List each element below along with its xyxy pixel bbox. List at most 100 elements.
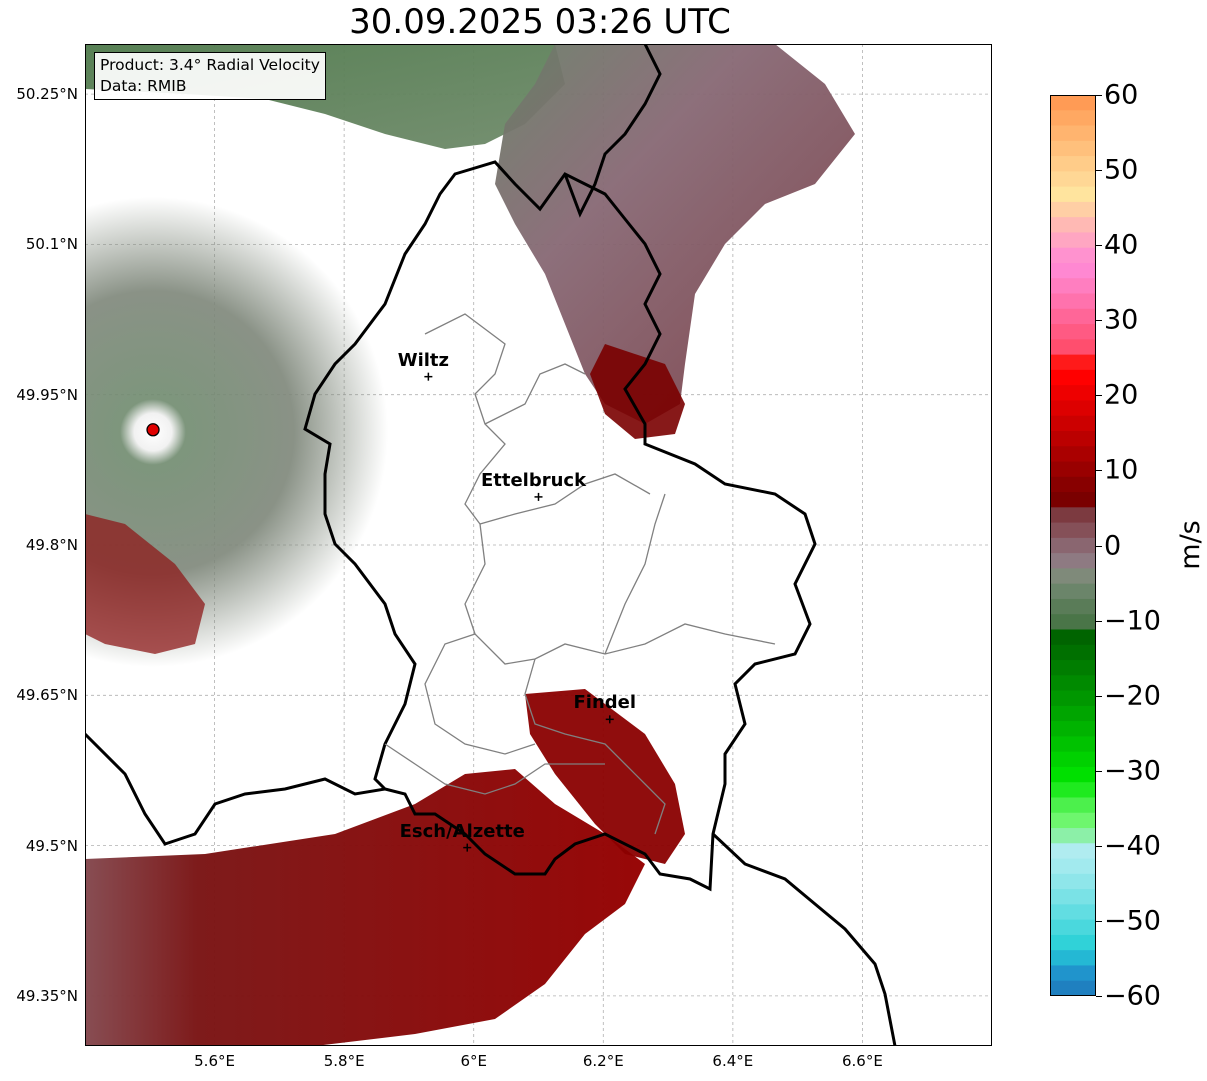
colorbar-segment [1050,797,1096,814]
colorbar-segment [1050,354,1096,371]
colorbar-segment [1050,308,1096,325]
colorbar-tick-mark [1096,320,1102,322]
colorbar-segment [1050,980,1096,996]
colorbar-segment [1050,507,1096,524]
lon-label: 6.2°E [582,1052,624,1070]
city-label: Wiltz [397,349,449,371]
colorbar-segment [1050,110,1096,127]
colorbar-tick-label: −60 [1104,980,1161,1012]
colorbar-segment [1050,95,1096,111]
colorbar-segment [1050,934,1096,951]
city-marker [534,492,543,501]
colorbar-segment [1050,415,1096,432]
colorbar-segment [1050,247,1096,264]
colorbar-tick-label: 0 [1104,530,1122,561]
colorbar-tick-label: 60 [1104,79,1139,111]
colorbar-segment [1050,598,1096,615]
colorbar-segment [1050,156,1096,172]
colorbar-segment [1050,201,1096,218]
colorbar-segment [1050,293,1096,310]
colorbar-tick-label: 50 [1104,154,1139,186]
colorbar-segment [1050,385,1096,402]
colorbar-segment [1050,766,1096,783]
colorbar-segment [1050,644,1096,661]
colorbar-segment [1050,705,1096,722]
city-marker [463,843,472,852]
colorbar-tick-label: 10 [1104,454,1139,486]
data-source-label: Data: RMIB [100,77,187,95]
lat-label: 49.35°N [16,986,78,1005]
colorbar-segment [1050,950,1096,967]
colorbar-segment [1050,812,1096,829]
colorbar-segment [1050,675,1096,692]
colorbar-segment [1050,339,1096,356]
city-label: Ettelbruck [480,469,587,491]
echo-radar-clutter [85,197,388,667]
colorbar-segment [1050,278,1096,295]
colorbar-segment [1050,568,1096,585]
colorbar-segment [1050,904,1096,921]
colorbar-tick-label: 30 [1104,304,1139,336]
radar-site-marker [146,423,160,437]
radar-map[interactable] [85,44,992,1046]
colorbar-segment [1050,171,1096,188]
lon-label: 5.8°E [323,1052,365,1070]
colorbar-tick-mark [1096,845,1102,847]
colorbar-tick-mark [1096,470,1102,472]
colorbar-tick-mark [1096,95,1102,96]
colorbar-segment [1050,843,1096,860]
colorbar-tick-label: −30 [1104,755,1161,787]
colorbar-segment [1050,736,1096,753]
colorbar-tick-label: −50 [1104,905,1161,937]
fr-be-border [85,732,386,846]
colorbar-segment [1050,522,1096,539]
colorbar-segment [1050,782,1096,799]
colorbar-tick-mark [1096,920,1102,922]
colorbar-segment [1050,262,1096,279]
colorbar-tick-mark [1096,395,1102,397]
colorbar-segment [1050,721,1096,737]
city-marker [424,372,433,381]
colorbar-tick-mark [1096,545,1102,547]
lat-label: 49.65°N [16,686,78,705]
colorbar-segment [1050,232,1096,249]
colorbar [1050,95,1096,996]
radar-map-canvas [85,44,992,1046]
colorbar-segment [1050,919,1096,936]
city-markers [424,372,614,852]
city-label: Findel [573,692,637,714]
colorbar-segment [1050,873,1096,890]
colorbar-tick-label: −40 [1104,830,1161,862]
echo-west-red [85,514,205,654]
city-label: Esch/Alzette [399,820,525,842]
colorbar-segment [1050,660,1096,676]
colorbar-frame [1050,95,1096,996]
colorbar-tick-mark [1096,996,1102,997]
colorbar-segment [1050,430,1096,447]
lat-label: 50.1°N [25,235,78,254]
colorbar-segment [1050,400,1096,417]
colorbar-segment [1050,217,1096,234]
de-north-border [563,44,662,218]
colorbar-segment [1050,537,1096,554]
colorbar-segment [1050,140,1096,157]
colorbar-segment [1050,369,1096,386]
colorbar-unit-label: m/s [1175,520,1207,570]
product-label: Product: 3.4° Radial Velocity [100,56,320,74]
colorbar-segment [1050,858,1096,875]
lat-label: 50.25°N [16,85,78,104]
colorbar-segment [1050,614,1096,631]
product-info-box: Product: 3.4° Radial Velocity Data: RMIB [94,52,326,100]
colorbar-tick-label: 20 [1104,379,1139,411]
lon-label: 6°E [460,1052,487,1070]
lat-label: 49.5°N [25,836,78,855]
colorbar-segment [1050,965,1096,982]
colorbar-segment [1050,690,1096,707]
colorbar-segment [1050,186,1096,203]
colorbar-segment [1050,461,1096,478]
colorbar-segment [1050,476,1096,493]
colorbar-tick-mark [1096,170,1102,172]
canton-borders [384,313,776,835]
colorbar-tick-label: −20 [1104,680,1161,712]
lux-border [303,160,817,892]
